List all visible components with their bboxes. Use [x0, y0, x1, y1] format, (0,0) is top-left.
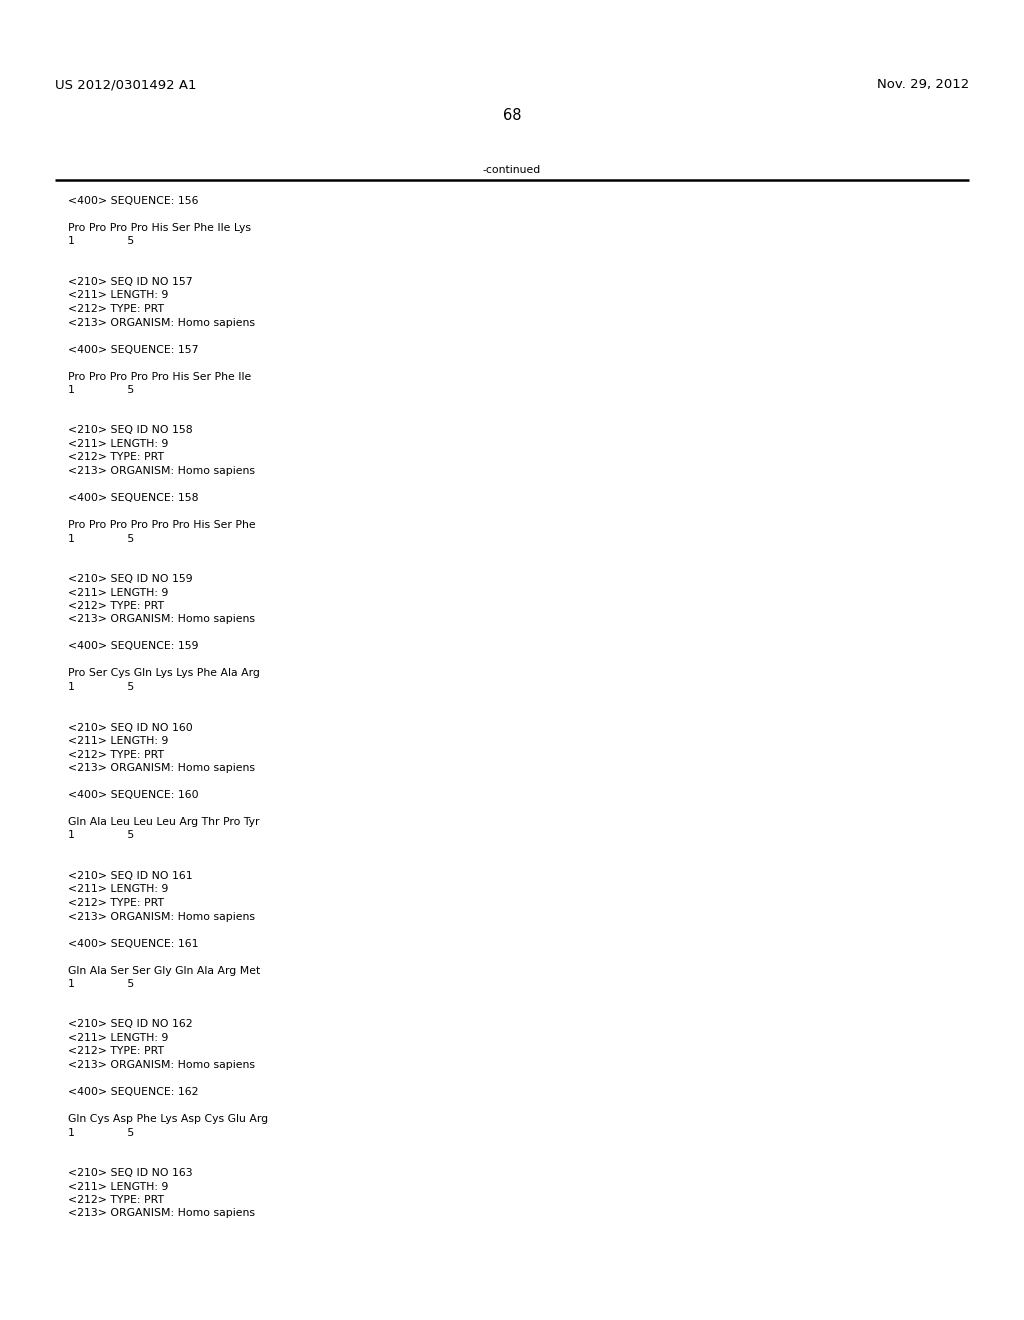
Text: <211> LENGTH: 9: <211> LENGTH: 9 — [68, 1181, 168, 1192]
Text: <213> ORGANISM: Homo sapiens: <213> ORGANISM: Homo sapiens — [68, 1209, 255, 1218]
Text: Pro Pro Pro Pro His Ser Phe Ile Lys: Pro Pro Pro Pro His Ser Phe Ile Lys — [68, 223, 251, 234]
Text: <400> SEQUENCE: 160: <400> SEQUENCE: 160 — [68, 789, 199, 800]
Text: <213> ORGANISM: Homo sapiens: <213> ORGANISM: Homo sapiens — [68, 763, 255, 774]
Text: Pro Ser Cys Gln Lys Lys Phe Ala Arg: Pro Ser Cys Gln Lys Lys Phe Ala Arg — [68, 668, 260, 678]
Text: <211> LENGTH: 9: <211> LENGTH: 9 — [68, 1034, 168, 1043]
Text: 1               5: 1 5 — [68, 682, 134, 692]
Text: Pro Pro Pro Pro Pro His Ser Phe Ile: Pro Pro Pro Pro Pro His Ser Phe Ile — [68, 371, 251, 381]
Text: <211> LENGTH: 9: <211> LENGTH: 9 — [68, 737, 168, 746]
Text: <213> ORGANISM: Homo sapiens: <213> ORGANISM: Homo sapiens — [68, 318, 255, 327]
Text: <211> LENGTH: 9: <211> LENGTH: 9 — [68, 290, 168, 301]
Text: <400> SEQUENCE: 158: <400> SEQUENCE: 158 — [68, 492, 199, 503]
Text: <213> ORGANISM: Homo sapiens: <213> ORGANISM: Homo sapiens — [68, 1060, 255, 1071]
Text: US 2012/0301492 A1: US 2012/0301492 A1 — [55, 78, 197, 91]
Text: <400> SEQUENCE: 162: <400> SEQUENCE: 162 — [68, 1086, 199, 1097]
Text: <212> TYPE: PRT: <212> TYPE: PRT — [68, 750, 164, 759]
Text: 1               5: 1 5 — [68, 830, 134, 841]
Text: <212> TYPE: PRT: <212> TYPE: PRT — [68, 898, 164, 908]
Text: <212> TYPE: PRT: <212> TYPE: PRT — [68, 1195, 164, 1205]
Text: <210> SEQ ID NO 161: <210> SEQ ID NO 161 — [68, 871, 193, 880]
Text: <400> SEQUENCE: 159: <400> SEQUENCE: 159 — [68, 642, 199, 652]
Text: Gln Cys Asp Phe Lys Asp Cys Glu Arg: Gln Cys Asp Phe Lys Asp Cys Glu Arg — [68, 1114, 268, 1125]
Text: <212> TYPE: PRT: <212> TYPE: PRT — [68, 601, 164, 611]
Text: <400> SEQUENCE: 161: <400> SEQUENCE: 161 — [68, 939, 199, 949]
Text: 1               5: 1 5 — [68, 979, 134, 989]
Text: <210> SEQ ID NO 158: <210> SEQ ID NO 158 — [68, 425, 193, 436]
Text: <210> SEQ ID NO 159: <210> SEQ ID NO 159 — [68, 574, 193, 583]
Text: <210> SEQ ID NO 163: <210> SEQ ID NO 163 — [68, 1168, 193, 1177]
Text: <211> LENGTH: 9: <211> LENGTH: 9 — [68, 884, 168, 895]
Text: Pro Pro Pro Pro Pro Pro His Ser Phe: Pro Pro Pro Pro Pro Pro His Ser Phe — [68, 520, 256, 531]
Text: 1               5: 1 5 — [68, 385, 134, 395]
Text: <212> TYPE: PRT: <212> TYPE: PRT — [68, 1047, 164, 1056]
Text: <213> ORGANISM: Homo sapiens: <213> ORGANISM: Homo sapiens — [68, 912, 255, 921]
Text: <210> SEQ ID NO 162: <210> SEQ ID NO 162 — [68, 1019, 193, 1030]
Text: <400> SEQUENCE: 156: <400> SEQUENCE: 156 — [68, 195, 199, 206]
Text: <213> ORGANISM: Homo sapiens: <213> ORGANISM: Homo sapiens — [68, 466, 255, 477]
Text: Gln Ala Ser Ser Gly Gln Ala Arg Met: Gln Ala Ser Ser Gly Gln Ala Arg Met — [68, 965, 260, 975]
Text: 1               5: 1 5 — [68, 533, 134, 544]
Text: -continued: -continued — [483, 165, 541, 176]
Text: <211> LENGTH: 9: <211> LENGTH: 9 — [68, 440, 168, 449]
Text: 1               5: 1 5 — [68, 1127, 134, 1138]
Text: <211> LENGTH: 9: <211> LENGTH: 9 — [68, 587, 168, 598]
Text: <213> ORGANISM: Homo sapiens: <213> ORGANISM: Homo sapiens — [68, 615, 255, 624]
Text: <212> TYPE: PRT: <212> TYPE: PRT — [68, 453, 164, 462]
Text: 68: 68 — [503, 108, 521, 123]
Text: <212> TYPE: PRT: <212> TYPE: PRT — [68, 304, 164, 314]
Text: 1               5: 1 5 — [68, 236, 134, 247]
Text: <400> SEQUENCE: 157: <400> SEQUENCE: 157 — [68, 345, 199, 355]
Text: <210> SEQ ID NO 160: <210> SEQ ID NO 160 — [68, 722, 193, 733]
Text: <210> SEQ ID NO 157: <210> SEQ ID NO 157 — [68, 277, 193, 286]
Text: Nov. 29, 2012: Nov. 29, 2012 — [877, 78, 969, 91]
Text: Gln Ala Leu Leu Leu Arg Thr Pro Tyr: Gln Ala Leu Leu Leu Arg Thr Pro Tyr — [68, 817, 259, 828]
